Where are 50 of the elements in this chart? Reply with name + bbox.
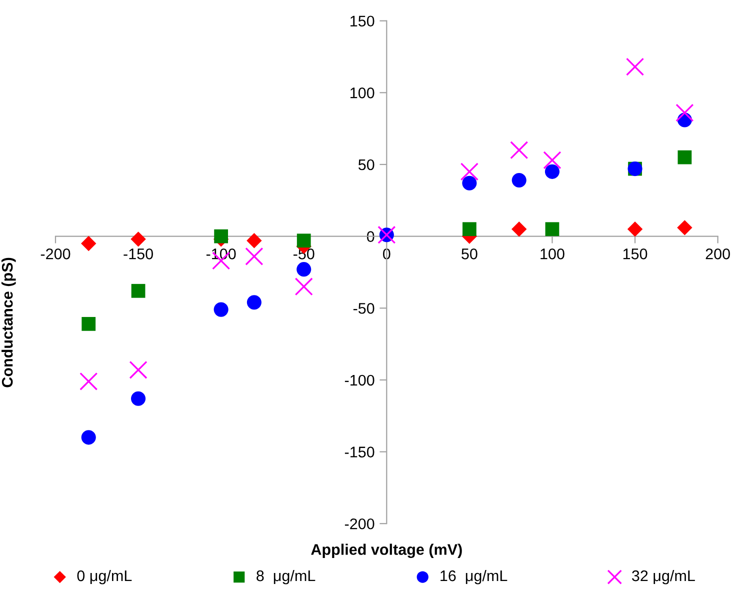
point (296, 262, 312, 277)
y-axis-title: Conductance (pS) (2, 258, 16, 388)
x-tick-label: 200 (706, 248, 730, 260)
point (129, 360, 148, 379)
legend-label: 0 μg/mL (77, 570, 132, 584)
y-tick-label: 150 (350, 16, 374, 27)
point (82, 316, 96, 331)
y-tick-label: -50 (353, 302, 374, 314)
x-tick-label: 150 (623, 248, 648, 260)
x-tick-label: 50 (462, 248, 478, 260)
point (130, 232, 146, 247)
point (296, 234, 311, 248)
point (294, 278, 313, 296)
point (460, 162, 478, 181)
legend-label: 16 μg/mL (440, 570, 508, 584)
point (246, 233, 262, 248)
x-tick-label: 100 (540, 248, 564, 260)
point (462, 222, 476, 236)
point (544, 164, 560, 179)
point (80, 372, 98, 390)
y-tick-label: 0 (366, 231, 374, 242)
point (81, 430, 96, 445)
point (462, 176, 477, 190)
point (545, 222, 560, 236)
point (214, 302, 228, 317)
point (543, 151, 562, 170)
y-tick-label: 100 (350, 88, 374, 98)
y-tick-label: -100 (344, 374, 374, 386)
legend-label: 32 μg/mL (632, 570, 695, 584)
point (512, 222, 527, 237)
point (131, 391, 146, 406)
point (246, 295, 262, 310)
y-tick-label: -150 (344, 446, 374, 458)
x-tick-label: 0 (383, 248, 390, 260)
point (626, 58, 644, 76)
y-tick-label: 50 (358, 159, 374, 170)
y-tick-label: -200 (344, 518, 374, 530)
point (510, 141, 528, 160)
point (677, 220, 692, 236)
point (676, 104, 694, 122)
point (627, 222, 643, 237)
point (678, 150, 692, 164)
point (512, 172, 526, 188)
point (81, 236, 96, 252)
point (131, 284, 146, 298)
point (245, 247, 264, 266)
x-axis-title: Applied voltage (mV) (311, 544, 462, 558)
x-tick-label: -200 (40, 248, 70, 260)
x-tick-label: -150 (124, 248, 153, 260)
legend-label: 8 μg/mL (256, 570, 316, 584)
